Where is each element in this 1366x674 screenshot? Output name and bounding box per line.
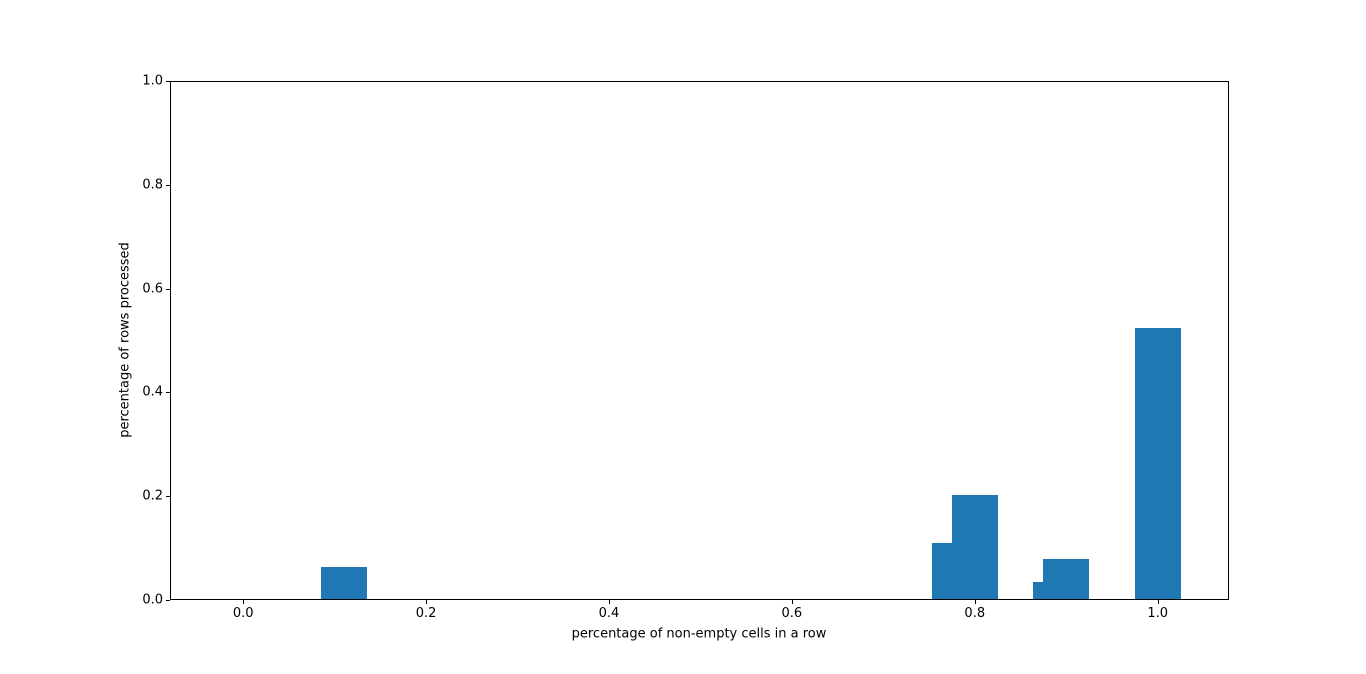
bar — [320, 567, 367, 599]
y-tick-mark — [166, 184, 170, 186]
y-tick-mark — [166, 392, 170, 394]
y-tick-label: 0.2 — [142, 488, 163, 504]
y-tick-mark — [166, 81, 170, 82]
x-tick-mark — [608, 600, 610, 604]
x-tick-mark — [426, 600, 428, 604]
y-tick-label: 0.8 — [142, 177, 163, 193]
x-tick-label: 0.4 — [598, 606, 620, 621]
bar — [951, 495, 998, 599]
y-tick-label: 0.4 — [142, 384, 163, 400]
x-tick-label: 0.6 — [781, 606, 803, 621]
y-axis-label: percentage of rows processed — [117, 242, 133, 438]
x-tick-label: 0.2 — [415, 606, 437, 621]
bar — [1043, 559, 1090, 599]
y-tick-label: 1.0 — [142, 73, 163, 89]
bar — [1134, 327, 1181, 599]
plot-area — [170, 81, 1229, 600]
y-tick-label: 0.0 — [142, 592, 163, 608]
x-tick-label: 0.8 — [964, 606, 986, 621]
y-tick-mark — [166, 496, 170, 498]
y-tick-mark — [166, 288, 170, 290]
y-tick-label: 0.6 — [142, 281, 163, 297]
x-axis-label: percentage of non-empty cells in a row — [571, 626, 827, 642]
y-tick-mark — [166, 600, 170, 601]
x-tick-label: 1.0 — [1147, 606, 1168, 621]
x-tick-mark — [791, 600, 793, 604]
x-tick-mark — [243, 600, 245, 604]
x-tick-label: 0.0 — [232, 606, 254, 621]
x-tick-mark — [1157, 600, 1159, 604]
x-tick-mark — [974, 600, 976, 604]
